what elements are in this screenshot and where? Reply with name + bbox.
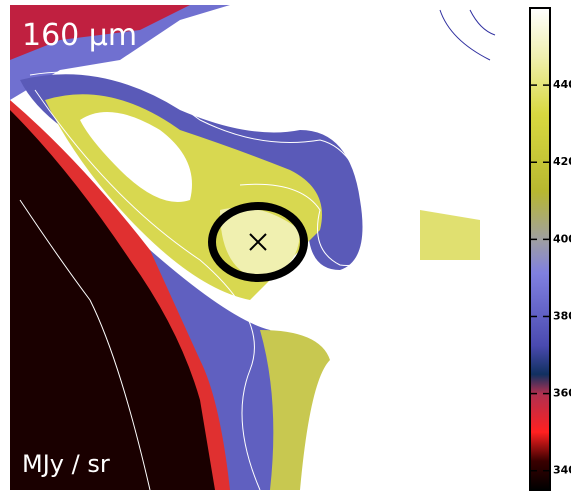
unit-label: MJy / sr: [22, 450, 110, 478]
colorbar-tick-label: 400: [553, 232, 571, 245]
colorbar-tick-label: 360: [553, 387, 571, 400]
band-label: 160 μm: [22, 18, 137, 53]
colorbar-tick-label: 420: [553, 155, 571, 168]
colorbar-tick-label: 440: [553, 78, 571, 91]
colorbar-ticks: 440 420 400 380 360 340: [530, 78, 571, 477]
map: 160 μm MJy / sr: [10, 5, 500, 490]
colorbar: [529, 7, 551, 491]
colorbar-tick-label: 340: [553, 464, 571, 477]
colorbar-tick-label: 380: [553, 309, 571, 322]
